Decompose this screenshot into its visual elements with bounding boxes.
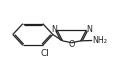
Text: NH₂: NH₂	[92, 36, 107, 45]
Text: Cl: Cl	[40, 49, 49, 58]
Text: N: N	[86, 25, 92, 34]
Text: N: N	[51, 25, 57, 34]
Text: O: O	[68, 40, 75, 49]
